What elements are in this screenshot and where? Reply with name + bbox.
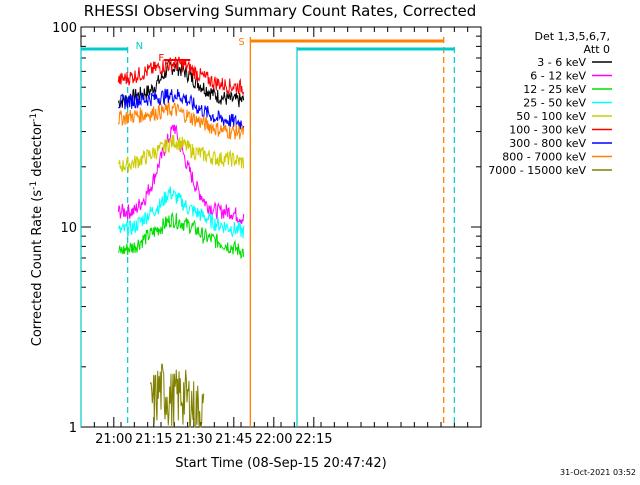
- series-line: [117, 60, 245, 109]
- series-line: [117, 134, 245, 173]
- y-label-main: Corrected Count Rate (s: [30, 190, 45, 347]
- timestamp: 31-Oct-2021 03:52: [560, 468, 636, 477]
- legend-entry-label: 25 - 50 keV: [523, 97, 586, 110]
- series-line: [117, 124, 245, 225]
- y-axis: 1 10 100: [52, 21, 481, 436]
- x-tick-label: 21:45: [215, 432, 252, 447]
- y-axis-label: Corrected Count Rate (s-1 detector-1): [29, 108, 45, 346]
- series-line: [117, 186, 245, 239]
- legend-entry-label: 7000 - 15000 keV: [488, 164, 586, 177]
- legend-entry-label: 800 - 7000 keV: [502, 151, 586, 164]
- x-tick-label: 22:15: [295, 432, 332, 447]
- y-label-sup2: -1: [29, 113, 39, 122]
- series-line: [117, 88, 245, 130]
- legend-entry-label: 50 - 100 keV: [516, 110, 586, 123]
- y-tick-label: 10: [60, 221, 77, 236]
- legend-entry-label: 12 - 25 keV: [523, 83, 586, 96]
- series-line: [149, 363, 205, 428]
- series-group: [117, 56, 245, 428]
- y-label-sup1: -1: [29, 181, 39, 190]
- x-tick-label: 22:00: [255, 432, 292, 447]
- x-axis-label: Start Time (08-Sep-15 20:47:42): [175, 456, 386, 471]
- y-label-mid: detector: [30, 121, 45, 181]
- legend-header-1: Det 1,3,5,6,7,: [534, 30, 610, 43]
- saa-marker-label: S: [238, 37, 244, 48]
- legend-entry-label: 300 - 800 keV: [509, 137, 586, 150]
- y-tick-label: 1: [69, 421, 77, 436]
- plot-frame: [80, 26, 482, 428]
- legend-entry-label: 6 - 12 keV: [530, 70, 586, 83]
- chart-title: RHESSI Observing Summary Count Rates, Co…: [84, 2, 477, 20]
- x-tick-label: 21:15: [135, 432, 172, 447]
- series-line: [117, 211, 245, 260]
- series-line: [117, 56, 245, 96]
- legend-entry-label: 100 - 300 keV: [509, 124, 586, 137]
- x-tick-label: 21:30: [175, 432, 212, 447]
- y-tick-label: 100: [52, 21, 77, 36]
- series-line: [117, 101, 245, 140]
- reference-lines: N S F: [80, 37, 455, 427]
- legend-header-2: Att 0: [584, 43, 610, 56]
- legend-entry-label: 3 - 6 keV: [537, 56, 586, 69]
- x-tick-label: 21:00: [95, 432, 132, 447]
- flare-label: F: [158, 53, 164, 64]
- orbit-marker-label: N: [136, 41, 143, 52]
- y-label-end: ): [30, 108, 45, 113]
- x-axis: 21:00 21:15 21:30 21:45 22:00 22:15: [80, 27, 482, 447]
